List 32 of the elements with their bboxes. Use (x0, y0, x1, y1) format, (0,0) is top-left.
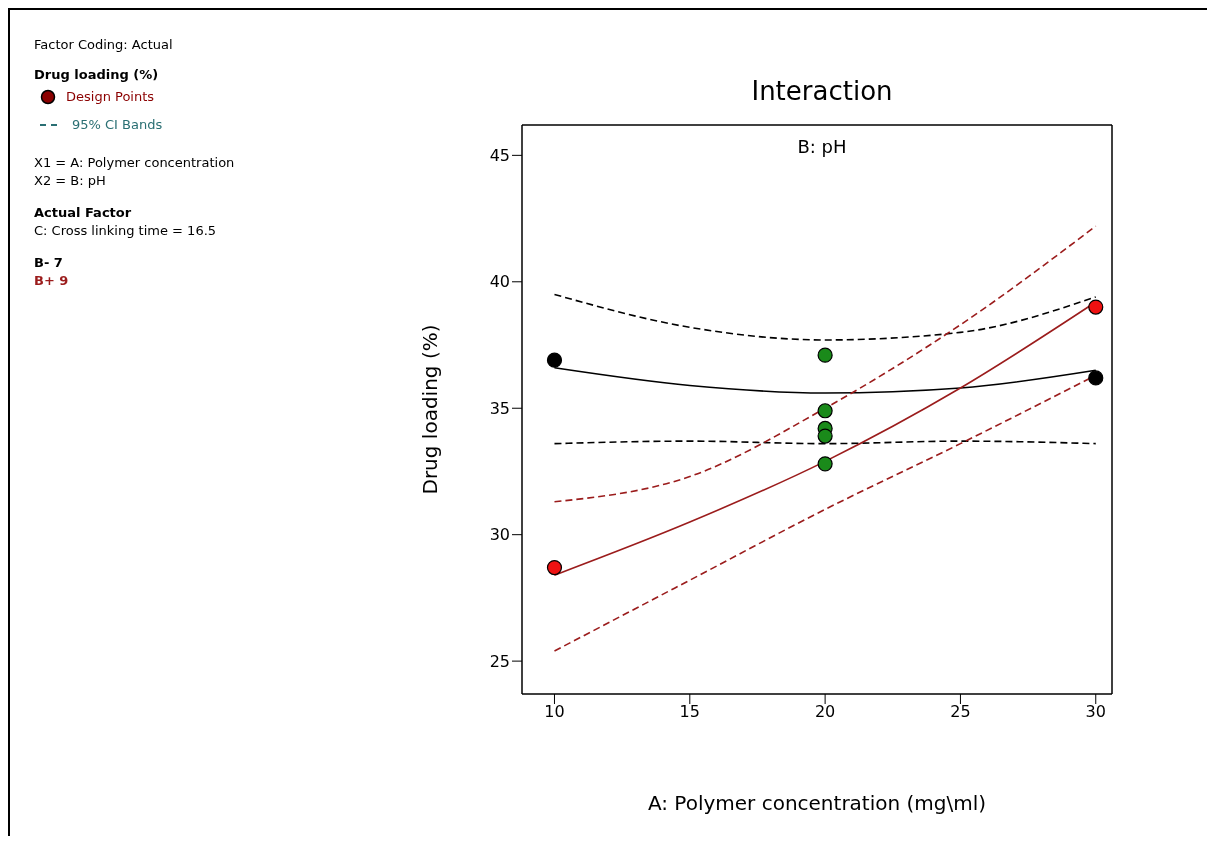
text: B- 7 (34, 254, 64, 272)
y-axis-title: Drug loading (%) (418, 324, 443, 495)
x-tick-label: 15 (679, 702, 700, 722)
x-axis-title: A: Polymer concentration (mg\ml) (647, 791, 987, 815)
point (1088, 299, 1104, 315)
text: X2 = B: pH (34, 172, 107, 190)
y-tick-label: 40 (489, 272, 510, 292)
chart-title: Interaction (750, 76, 894, 106)
text: Actual Factor (34, 204, 133, 222)
text: B: pH (796, 136, 848, 157)
point (817, 403, 833, 419)
x-tick-label: 10 (544, 702, 565, 722)
text: Factor Coding: Actual (34, 36, 174, 54)
y-tick-label: 30 (489, 525, 510, 545)
legend-title: Drug loading (%) (34, 66, 160, 84)
y-tick-label: 25 (489, 651, 510, 671)
x-tick-label: 20 (814, 702, 836, 722)
text: C: Cross linking time = 16.5 (34, 222, 218, 240)
text: 95% CI Bands (72, 116, 163, 134)
y-tick-label: 45 (489, 146, 510, 166)
point (546, 352, 563, 368)
x-tick-label: 25 (950, 702, 971, 722)
x-tick-label: 30 (1085, 702, 1106, 722)
point (817, 347, 833, 363)
text: X1 = A: Polymer concentration (34, 154, 235, 172)
point (546, 559, 563, 576)
point (817, 428, 833, 444)
point (1088, 370, 1104, 386)
text: Design Points (66, 88, 155, 106)
point (817, 456, 833, 472)
text: B+ 9 (34, 272, 70, 290)
y-tick-label: 35 (489, 398, 510, 418)
